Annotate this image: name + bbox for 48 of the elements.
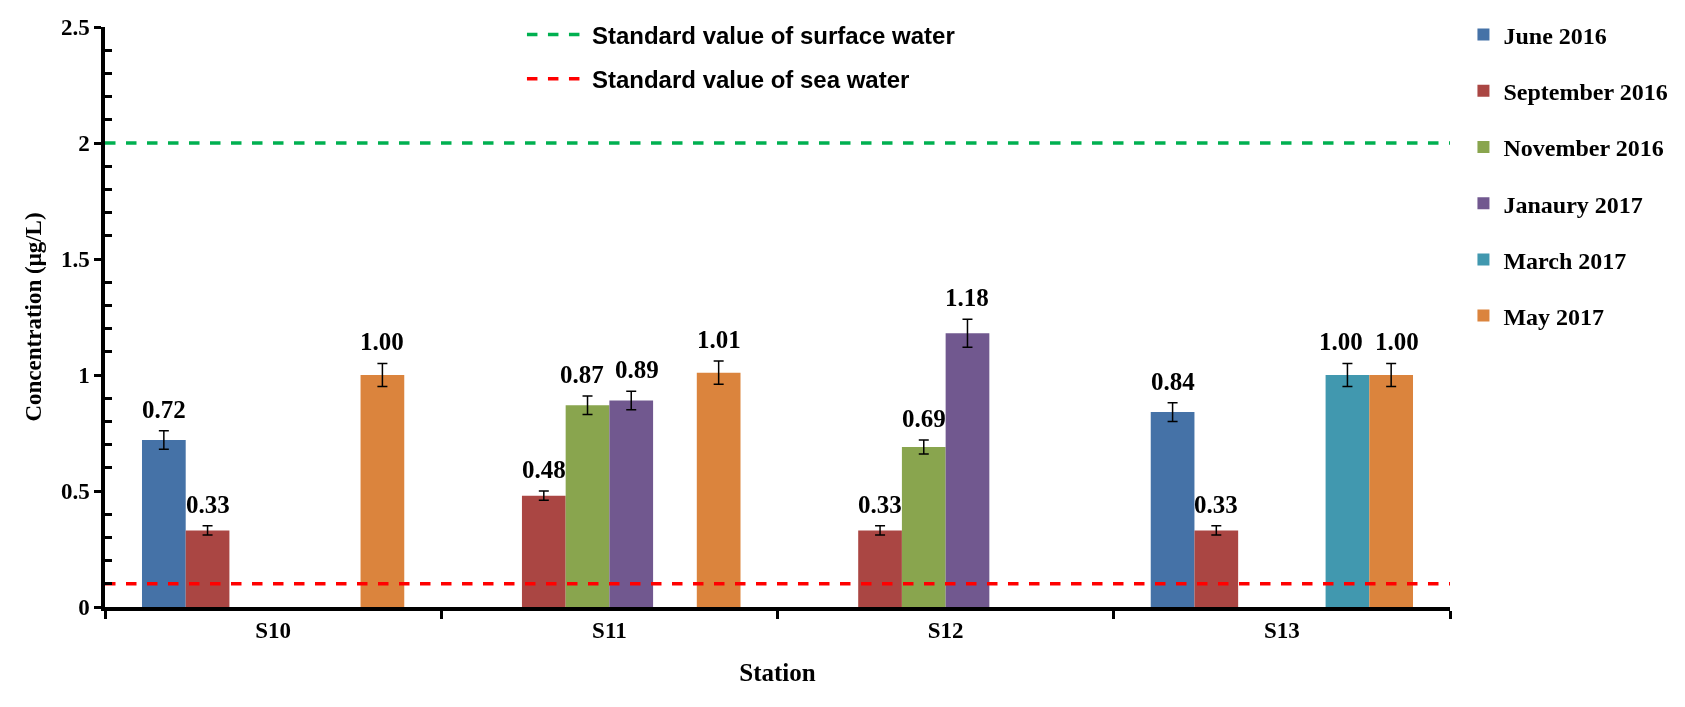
bar [858, 530, 902, 607]
legend-label: November 2016 [1503, 135, 1664, 162]
legend-label: September 2016 [1503, 79, 1668, 106]
bar [609, 400, 654, 607]
data-label: 0.33 [186, 491, 230, 518]
bar [141, 439, 186, 607]
data-label: 0.84 [1151, 368, 1196, 395]
data-label: 1.01 [697, 326, 741, 353]
x-tick-label: S13 [1263, 618, 1300, 644]
legend-label: Standard value of sea water [591, 66, 910, 94]
bar [360, 375, 405, 607]
data-label: 0.89 [615, 356, 659, 383]
legend-label: June 2016 [1503, 22, 1607, 49]
bar [1325, 375, 1370, 607]
y-tick-label: 2.5 [60, 15, 90, 41]
x-tick-label: S10 [255, 618, 292, 644]
data-label: 0.87 [560, 361, 604, 388]
bar [901, 446, 946, 607]
bar [696, 372, 741, 607]
bar [945, 333, 990, 607]
y-tick-label: 1 [78, 363, 90, 389]
y-tick-label: 1.5 [60, 247, 90, 273]
x-axis-title: Station [739, 658, 816, 686]
x-tick-label: S12 [927, 618, 964, 644]
y-tick-label: 2 [78, 131, 90, 157]
legend-label: May 2017 [1503, 303, 1605, 330]
bar [1194, 530, 1239, 607]
legend-label: March 2017 [1503, 247, 1627, 274]
legend-label: Janaury 2017 [1503, 191, 1643, 218]
data-label: 1.00 [360, 328, 404, 355]
data-label: 0.33 [1194, 491, 1238, 518]
bar [1369, 375, 1414, 607]
y-tick-label: 0.5 [60, 479, 90, 505]
data-label: 1.00 [1375, 328, 1419, 355]
y-tick-label: 0 [78, 595, 90, 621]
data-label: 0.33 [858, 491, 902, 518]
bar [185, 530, 230, 607]
bar [565, 405, 610, 607]
bar [521, 495, 566, 607]
data-label: 0.72 [142, 396, 186, 423]
y-axis-title: Concentration (μg/L) [20, 212, 46, 422]
data-label: 0.69 [902, 405, 946, 432]
bar [1150, 412, 1195, 607]
data-label: 0.48 [522, 456, 566, 483]
legend-label: Standard value of surface water [591, 21, 955, 49]
data-label: 1.18 [945, 284, 989, 311]
x-tick-label: S11 [592, 618, 627, 644]
data-label: 1.00 [1319, 328, 1363, 355]
